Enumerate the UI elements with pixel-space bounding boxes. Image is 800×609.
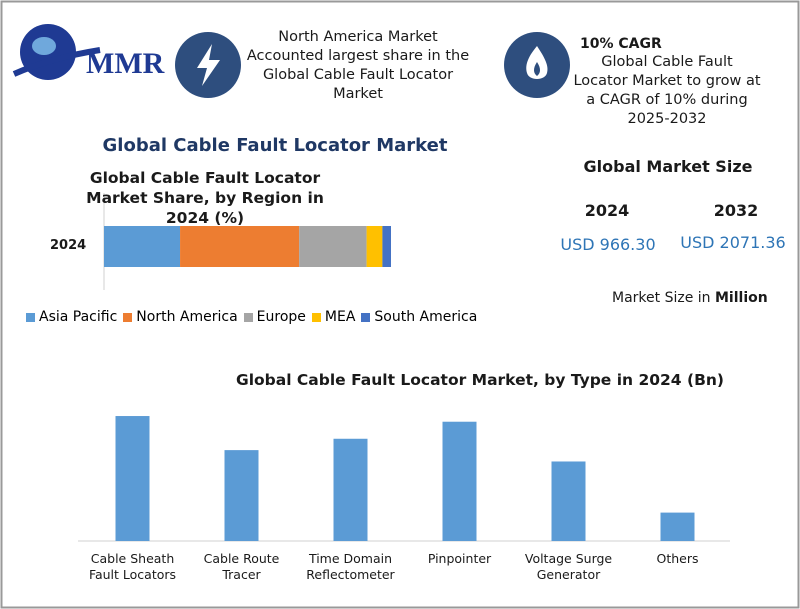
- market-value: USD 2071.36: [680, 233, 786, 252]
- x-tick-label: Others: [656, 551, 699, 566]
- legend: Asia Pacific North America Europe MEA South …: [26, 309, 477, 325]
- unit-note-text: Market Size in: [612, 290, 711, 306]
- legend-label: North America: [136, 309, 238, 325]
- x-tick-label: Cable Route Tracer: [203, 551, 280, 583]
- bar-segment: [180, 226, 300, 267]
- year-label: 2024: [584, 201, 630, 220]
- unit-note: Market Size in Million: [612, 289, 768, 307]
- legend-swatch: [243, 312, 253, 322]
- bar: [333, 438, 368, 541]
- bar: [442, 421, 477, 541]
- y-tick-label: 2024: [50, 238, 87, 253]
- legend-label: Europe: [256, 309, 306, 325]
- legend-label: South America: [374, 309, 478, 325]
- bar: [115, 416, 150, 541]
- legend-label: Asia Pacific: [39, 309, 118, 325]
- x-tick-label: Pinpointer: [427, 551, 492, 566]
- market-size-title: Global Market Size: [583, 157, 753, 176]
- bar: [224, 450, 259, 541]
- unit-text: Million: [714, 290, 768, 306]
- legend-item: North America: [123, 309, 238, 325]
- market-value: USD 966.30: [560, 235, 656, 254]
- logo-globe: [12, 24, 101, 80]
- x-tick-label: Cable Sheath Fault Locators: [88, 551, 177, 583]
- chart-title: Global Cable Fault Locator Market Share,…: [86, 169, 324, 228]
- main-title: Global Cable Fault Locator Market: [102, 135, 448, 156]
- legend-swatch: [123, 312, 133, 322]
- chart-title: Global Cable Fault Locator Market, by Ty…: [235, 371, 725, 389]
- highlight-title: 10% CAGR: [580, 36, 662, 52]
- bar-segment: [104, 226, 181, 267]
- legend-item: Europe: [243, 309, 306, 325]
- bar: [660, 512, 695, 541]
- legend-item: Asia Pacific: [26, 309, 117, 325]
- bar-segment: [366, 226, 383, 267]
- legend-item: South America: [361, 309, 477, 325]
- x-tick-label: Voltage Surge Generator: [524, 551, 613, 583]
- bar-segment: [299, 226, 367, 267]
- legend-swatch: [26, 312, 35, 322]
- bar-segment: [382, 226, 391, 267]
- icon-circle: [504, 32, 570, 98]
- legend-swatch: [311, 312, 321, 322]
- legend-item: MEA: [311, 309, 356, 325]
- x-tick-label: Time Domain Reflectometer: [306, 551, 395, 583]
- lightning-icon: [197, 44, 220, 86]
- highlight-text: Global Cable Fault Locator Market to gro…: [573, 54, 761, 127]
- logo-text: MMR: [86, 47, 165, 80]
- flame-icon: [526, 46, 548, 79]
- highlight-text: North America Market Accounted largest s…: [246, 29, 470, 102]
- legend-swatch: [361, 312, 371, 322]
- year-label: 2032: [713, 201, 759, 220]
- bar: [551, 461, 586, 541]
- legend-label: MEA: [324, 309, 356, 325]
